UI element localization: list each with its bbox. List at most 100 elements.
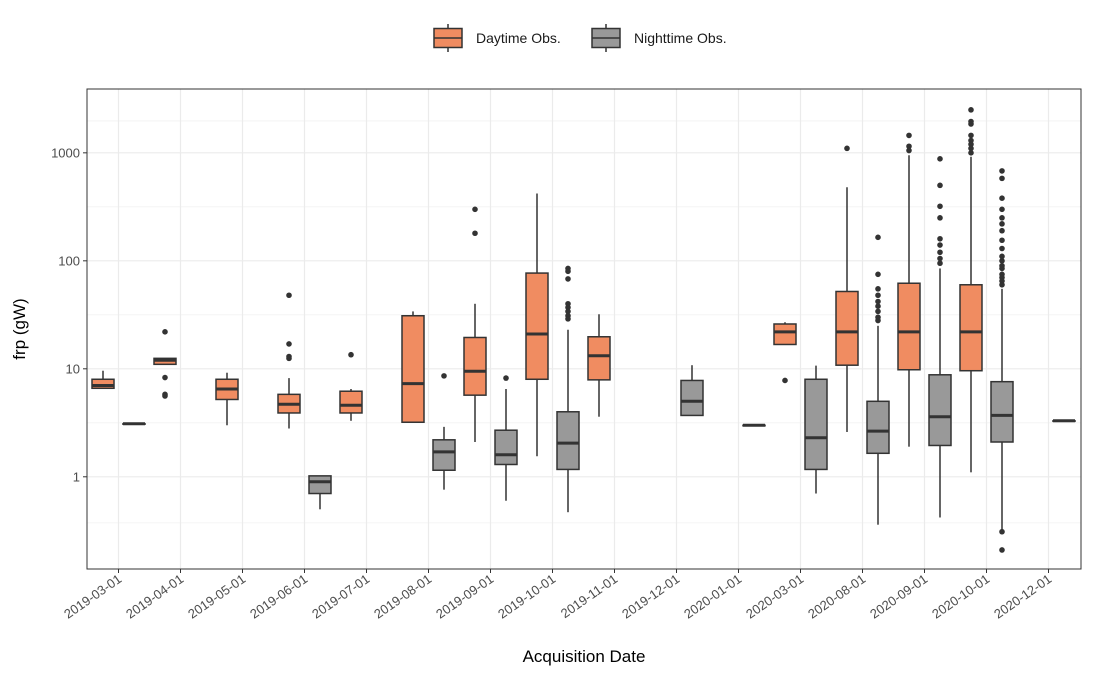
outlier-point xyxy=(999,245,1005,252)
outlier-point xyxy=(875,271,881,278)
outlier-point xyxy=(875,292,881,299)
box-iqr xyxy=(959,284,983,372)
x-tick-label: 2020-01-01 xyxy=(681,571,744,621)
outlier-point xyxy=(875,303,881,309)
box-iqr xyxy=(804,378,828,471)
box-nighttime-2019-06-01 xyxy=(308,475,332,510)
outlier-point xyxy=(472,206,478,213)
legend-item-nighttime: Nighttime Obs. xyxy=(591,24,727,52)
outlier-point xyxy=(162,374,168,381)
plot-panel xyxy=(87,89,1081,569)
box-iqr xyxy=(432,439,456,471)
box-nighttime-2019-09-01 xyxy=(494,375,518,501)
box-iqr xyxy=(401,314,425,423)
outlier-point xyxy=(503,375,509,381)
box-nighttime-2020-09-01 xyxy=(928,156,952,518)
outlier-point xyxy=(565,304,571,311)
y-axis: 1 10 100 1000 xyxy=(51,145,87,484)
outlier-point xyxy=(565,276,571,282)
outlier-point xyxy=(875,298,881,305)
box-iqr xyxy=(587,336,611,381)
outlier-point xyxy=(348,351,354,358)
outlier-point xyxy=(565,268,571,275)
box-daytime-2019-11-01 xyxy=(587,314,611,417)
outlier-point xyxy=(844,145,850,152)
box-daytime-2020-09-01 xyxy=(897,132,921,447)
outlier-point xyxy=(968,145,974,152)
box-iqr xyxy=(556,411,580,471)
box-iqr xyxy=(897,282,921,371)
box-iqr xyxy=(680,379,704,417)
outlier-point xyxy=(472,230,478,237)
x-axis-title: Acquisition Date xyxy=(523,647,646,666)
box-iqr xyxy=(835,290,859,366)
box-iqr xyxy=(339,390,363,414)
box-iqr xyxy=(308,475,332,495)
box-nighttime-2020-12-01 xyxy=(1052,419,1076,423)
box-iqr xyxy=(866,400,890,455)
box-daytime-2020-03-01 xyxy=(773,322,797,384)
outlier-point xyxy=(937,242,943,248)
outlier-point xyxy=(999,281,1005,288)
outlier-point xyxy=(162,393,168,399)
box-nighttime-2020-03-01 xyxy=(804,365,828,494)
outlier-point xyxy=(999,221,1005,227)
outlier-point xyxy=(441,373,447,379)
outlier-point xyxy=(286,292,292,299)
outlier-point xyxy=(937,203,943,210)
outlier-point xyxy=(875,317,881,324)
x-tick-label: 2019-08-01 xyxy=(371,571,434,621)
outlier-point xyxy=(937,260,943,267)
outlier-point xyxy=(937,249,943,256)
outlier-point xyxy=(968,107,974,113)
box-daytime-2019-07-01 xyxy=(339,351,363,421)
box-daytime-2019-06-01 xyxy=(277,292,301,429)
x-tick-label: 2020-09-01 xyxy=(867,571,930,621)
grid-lines xyxy=(87,89,1081,569)
x-tick-label: 2019-11-01 xyxy=(558,571,620,621)
outlier-point xyxy=(968,132,974,139)
x-tick-label: 2020-08-01 xyxy=(805,571,868,621)
box-daytime-2019-10-01 xyxy=(525,193,549,457)
box-nighttime-2020-01-01 xyxy=(742,423,766,427)
box-daytime-2020-10-01 xyxy=(959,107,983,473)
outlier-point xyxy=(968,150,974,156)
y-tick-label: 1000 xyxy=(51,145,80,160)
outlier-point xyxy=(999,215,1005,221)
outlier-point xyxy=(875,286,881,292)
outlier-point xyxy=(968,121,974,127)
plot-border xyxy=(86,88,1082,570)
x-tick-label: 2019-07-01 xyxy=(309,571,372,621)
legend-label-nighttime: Nighttime Obs. xyxy=(634,30,727,46)
x-tick-label: 2019-09-01 xyxy=(433,571,496,621)
box-nighttime-2019-12-01 xyxy=(680,365,704,417)
outlier-point xyxy=(999,237,1005,244)
x-tick-label: 2020-12-01 xyxy=(991,571,1054,621)
box-iqr xyxy=(773,323,797,346)
outlier-point xyxy=(999,175,1005,182)
y-tick-label: 1 xyxy=(73,469,80,484)
outlier-point xyxy=(906,132,912,139)
outlier-point xyxy=(782,377,788,384)
outlier-point xyxy=(875,234,881,241)
box-iqr xyxy=(990,380,1014,443)
outlier-point xyxy=(875,308,881,315)
x-tick-label: 2020-10-01 xyxy=(929,571,992,621)
outlier-point xyxy=(999,168,1005,174)
box-daytime-2019-05-01 xyxy=(215,372,239,426)
x-tick-label: 2019-03-01 xyxy=(61,571,124,621)
outlier-point xyxy=(999,206,1005,213)
box-iqr xyxy=(91,378,115,390)
box-nighttime-2020-10-01 xyxy=(990,168,1014,553)
y-tick-label: 100 xyxy=(58,253,80,268)
outlier-point xyxy=(937,235,943,242)
box-iqr xyxy=(463,336,487,396)
outlier-point xyxy=(999,547,1005,553)
outlier-point xyxy=(999,195,1005,202)
outlier-point xyxy=(999,227,1005,234)
outlier-point xyxy=(968,141,974,148)
box-daytime-2019-03-01 xyxy=(91,370,115,390)
outlier-point xyxy=(999,258,1005,264)
outlier-point xyxy=(937,182,943,189)
